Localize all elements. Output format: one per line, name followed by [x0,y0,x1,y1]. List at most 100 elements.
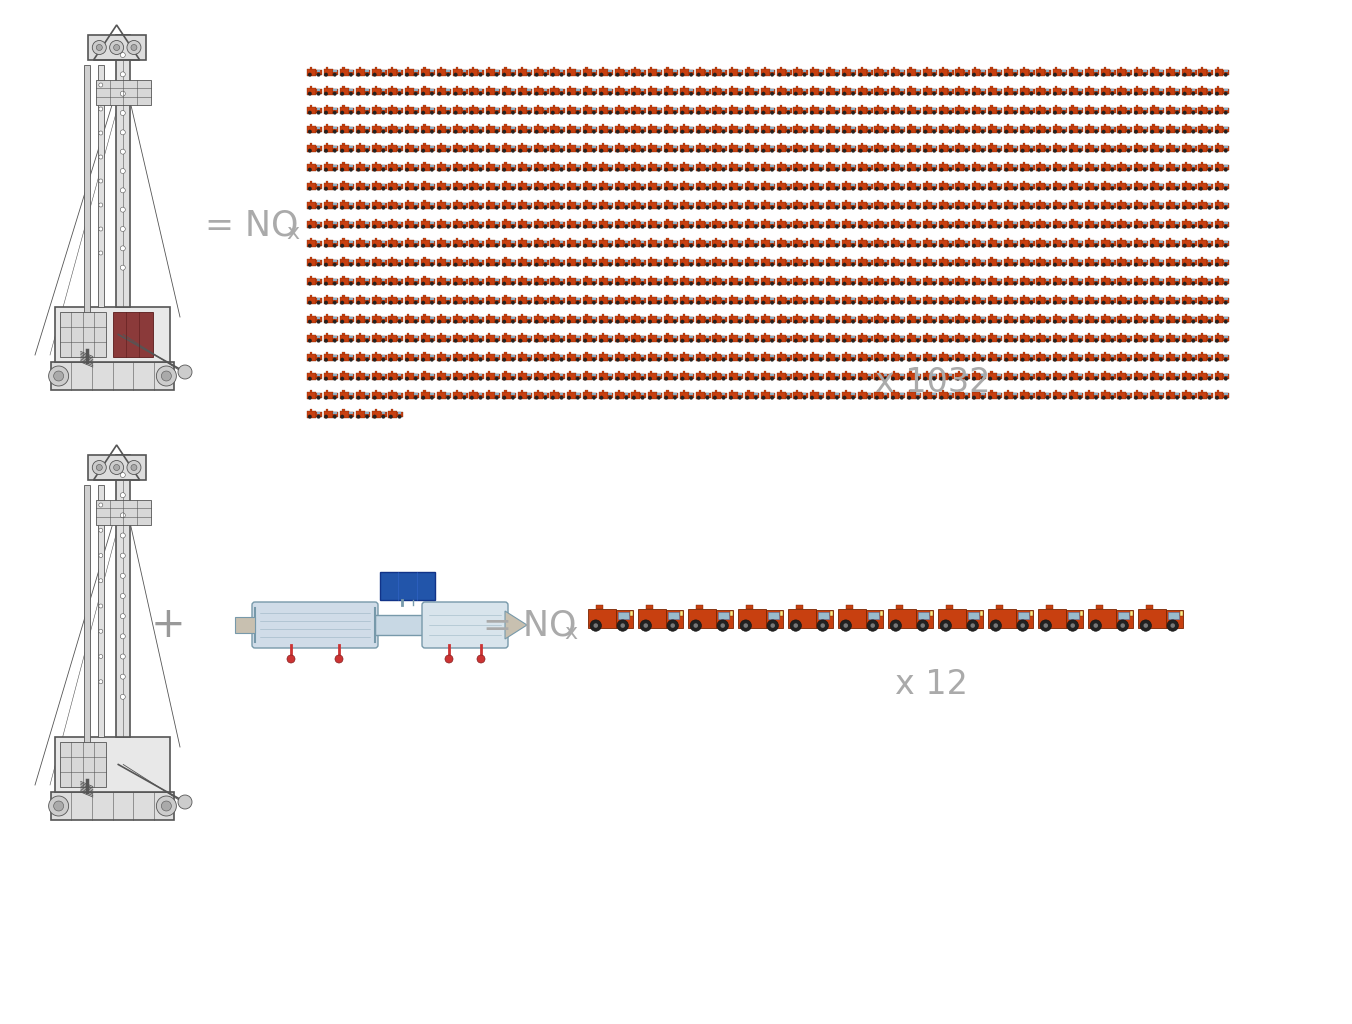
Bar [1214,373,1224,380]
Bar [1159,184,1163,186]
Bar [414,279,419,285]
Bar [706,145,711,152]
Bar [430,259,435,265]
Bar [852,374,854,377]
Bar [875,106,883,114]
Circle shape [1061,377,1065,381]
Bar [316,374,322,379]
Bar [764,296,765,297]
Bar [877,390,879,392]
Bar [326,390,329,392]
Bar [404,240,414,247]
Bar [527,203,531,206]
Circle shape [923,396,927,399]
Circle shape [680,301,684,304]
Circle shape [917,339,919,342]
Circle shape [1215,168,1220,171]
Bar [942,68,944,69]
Bar [731,163,733,164]
Bar [1007,372,1009,373]
Bar [982,279,984,282]
Bar [1201,372,1203,373]
Bar [852,241,854,244]
Circle shape [648,225,652,228]
Bar [754,203,758,206]
Bar [316,336,320,339]
Bar [699,201,702,202]
Bar [1191,336,1195,339]
Bar [1068,182,1078,189]
Bar [884,374,887,377]
Bar [592,374,598,379]
Circle shape [907,73,911,77]
Circle shape [519,148,522,153]
Bar [949,165,952,168]
Bar [948,336,953,341]
Bar [1023,372,1025,373]
Circle shape [1061,263,1065,266]
Circle shape [1175,225,1179,228]
Bar [965,393,968,395]
Bar [511,145,516,152]
Bar [731,86,733,88]
Circle shape [777,244,781,248]
Circle shape [1142,148,1146,153]
Bar [544,221,549,227]
Circle shape [1118,244,1122,248]
Bar [829,181,830,182]
Bar [1084,259,1094,265]
Bar [894,219,895,221]
Bar [560,70,564,73]
Bar [511,279,515,282]
Bar [1117,221,1126,227]
Bar [511,108,516,114]
Circle shape [777,225,781,228]
Circle shape [859,73,863,77]
Bar [1159,336,1164,341]
Bar [940,182,948,189]
Bar [592,259,598,265]
Bar [754,374,758,377]
Bar [706,88,711,94]
Circle shape [96,44,103,50]
Circle shape [940,206,944,210]
Bar [959,314,960,315]
Bar [618,86,621,88]
Bar [485,335,495,342]
Bar [982,165,984,168]
Bar [722,184,726,186]
Bar [748,257,749,259]
Circle shape [341,396,343,399]
Circle shape [454,225,457,228]
Bar [544,241,548,244]
Circle shape [389,301,392,304]
Circle shape [771,319,773,324]
Bar [810,144,818,152]
Circle shape [875,206,879,210]
Circle shape [1159,244,1163,248]
Bar [307,69,316,76]
Bar [1115,610,1133,628]
Circle shape [446,319,450,324]
Circle shape [373,186,376,190]
Circle shape [552,168,554,171]
Circle shape [933,73,936,77]
Bar [657,374,662,379]
Bar [1079,241,1082,244]
Bar [803,222,807,224]
Circle shape [1037,263,1041,266]
Circle shape [1071,624,1075,628]
Bar [437,297,446,303]
Bar [641,316,645,319]
Bar [696,126,706,132]
Bar [342,68,345,69]
Bar [404,259,414,265]
Bar [469,315,479,323]
Bar [316,279,320,282]
Circle shape [1126,186,1130,190]
Bar [544,259,549,265]
Bar [852,260,854,262]
Bar [699,372,702,373]
Bar [316,260,320,262]
Bar [690,298,694,300]
